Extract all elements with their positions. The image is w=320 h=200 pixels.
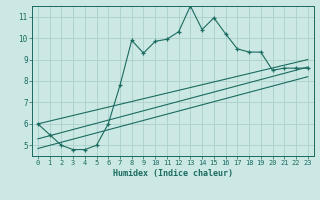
X-axis label: Humidex (Indice chaleur): Humidex (Indice chaleur) [113, 169, 233, 178]
